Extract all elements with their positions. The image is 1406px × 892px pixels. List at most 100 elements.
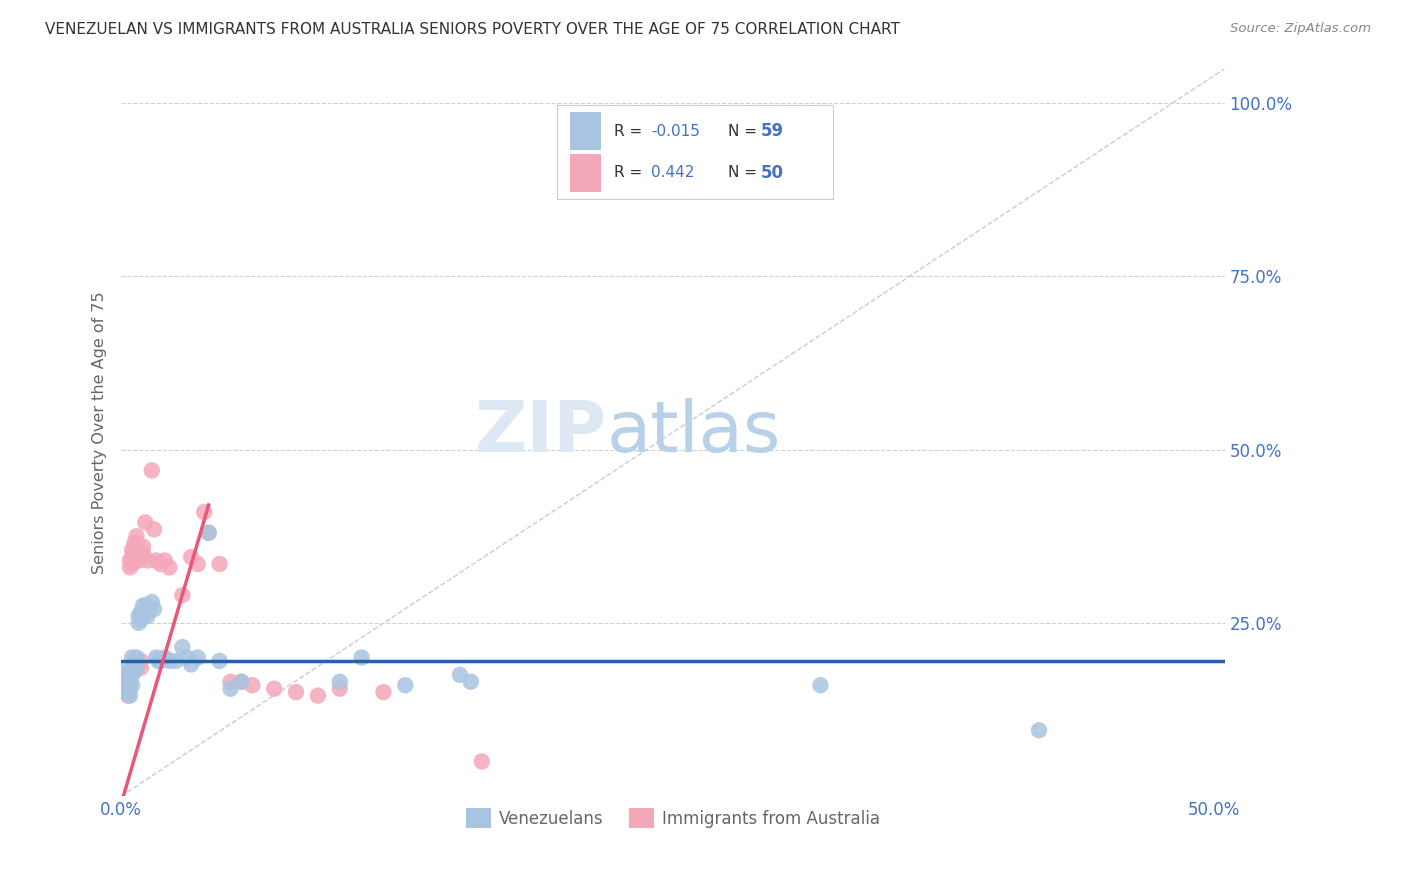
- Point: [193, 505, 215, 519]
- Point: [125, 529, 148, 543]
- Point: [117, 685, 139, 699]
- Text: 0.442: 0.442: [651, 166, 695, 180]
- Point: [129, 661, 152, 675]
- Point: [114, 674, 136, 689]
- Point: [197, 525, 219, 540]
- Point: [118, 678, 141, 692]
- Point: [112, 671, 135, 685]
- Point: [121, 678, 143, 692]
- Point: [149, 557, 172, 571]
- Point: [148, 654, 170, 668]
- Point: [180, 657, 202, 672]
- Point: [141, 595, 163, 609]
- Point: [124, 654, 146, 668]
- Point: [117, 678, 139, 692]
- Point: [128, 609, 150, 624]
- Point: [219, 681, 242, 696]
- Point: [134, 516, 156, 530]
- Point: [176, 650, 198, 665]
- Y-axis label: Seniors Poverty Over the Age of 75: Seniors Poverty Over the Age of 75: [93, 291, 107, 574]
- Point: [285, 685, 308, 699]
- Text: 50: 50: [761, 164, 785, 182]
- Text: 59: 59: [761, 122, 785, 140]
- Point: [118, 560, 141, 574]
- Point: [136, 599, 159, 613]
- Point: [128, 553, 150, 567]
- Point: [124, 665, 146, 679]
- Point: [263, 681, 285, 696]
- Point: [172, 640, 194, 654]
- Point: [145, 650, 167, 665]
- Point: [129, 654, 152, 668]
- Point: [121, 661, 143, 675]
- Point: [125, 661, 148, 675]
- Point: [121, 543, 143, 558]
- Point: [132, 609, 155, 624]
- Point: [329, 681, 352, 696]
- Point: [112, 674, 135, 689]
- Point: [132, 599, 155, 613]
- Point: [114, 678, 136, 692]
- Point: [197, 525, 219, 540]
- Point: [373, 685, 395, 699]
- Point: [114, 674, 136, 689]
- Point: [132, 547, 155, 561]
- Point: [208, 557, 231, 571]
- Point: [129, 606, 152, 620]
- Point: [118, 553, 141, 567]
- Point: [114, 681, 136, 696]
- Point: [187, 557, 209, 571]
- Point: [1028, 723, 1050, 738]
- Point: [132, 540, 155, 554]
- Point: [125, 650, 148, 665]
- Point: [187, 650, 209, 665]
- Point: [124, 547, 146, 561]
- Text: Source: ZipAtlas.com: Source: ZipAtlas.com: [1230, 22, 1371, 36]
- Point: [145, 553, 167, 567]
- Text: ZIP: ZIP: [474, 398, 607, 467]
- Point: [231, 674, 253, 689]
- Point: [125, 536, 148, 550]
- Legend: Venezuelans, Immigrants from Australia: Venezuelans, Immigrants from Australia: [460, 801, 887, 835]
- Point: [810, 678, 832, 692]
- Point: [124, 536, 146, 550]
- Point: [118, 681, 141, 696]
- Point: [114, 681, 136, 696]
- Point: [121, 668, 143, 682]
- Point: [112, 671, 135, 685]
- Point: [114, 674, 136, 689]
- Point: [219, 674, 242, 689]
- Point: [134, 606, 156, 620]
- Point: [117, 668, 139, 682]
- Point: [117, 674, 139, 689]
- Point: [394, 678, 416, 692]
- Point: [157, 560, 180, 574]
- Point: [153, 553, 176, 567]
- Point: [112, 668, 135, 682]
- Text: R =: R =: [614, 124, 648, 139]
- Point: [118, 674, 141, 689]
- Point: [136, 553, 159, 567]
- Point: [121, 650, 143, 665]
- Text: -0.015: -0.015: [651, 124, 700, 139]
- Point: [165, 654, 187, 668]
- Point: [180, 549, 202, 564]
- Point: [128, 615, 150, 630]
- Point: [114, 685, 136, 699]
- Point: [143, 602, 166, 616]
- Point: [112, 665, 135, 679]
- Point: [117, 674, 139, 689]
- Point: [128, 547, 150, 561]
- Point: [114, 678, 136, 692]
- Point: [460, 674, 482, 689]
- Point: [329, 674, 352, 689]
- Point: [471, 755, 494, 769]
- Point: [172, 588, 194, 602]
- FancyBboxPatch shape: [571, 154, 602, 192]
- Text: N =: N =: [728, 166, 762, 180]
- Point: [208, 654, 231, 668]
- Point: [134, 599, 156, 613]
- Point: [129, 612, 152, 626]
- Point: [121, 557, 143, 571]
- Point: [118, 689, 141, 703]
